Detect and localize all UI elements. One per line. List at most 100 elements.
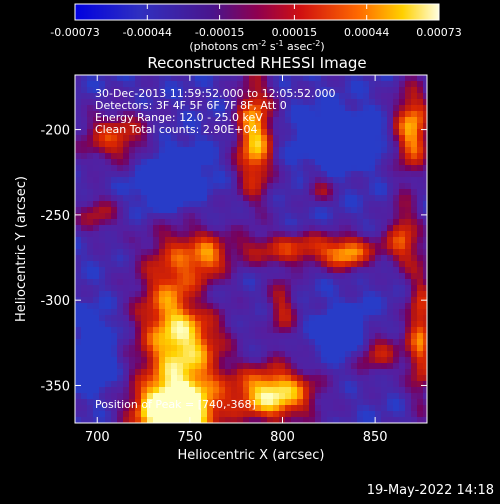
heatmap-cell bbox=[297, 165, 303, 171]
heatmap-cell bbox=[243, 339, 249, 345]
heatmap-cell bbox=[387, 231, 393, 237]
heatmap-cell bbox=[201, 315, 207, 321]
heatmap-cell bbox=[243, 309, 249, 315]
heatmap-cell bbox=[375, 195, 381, 201]
heatmap-cell bbox=[291, 333, 297, 339]
heatmap-cell bbox=[297, 129, 303, 135]
heatmap-cell bbox=[345, 285, 351, 291]
heatmap-cell bbox=[303, 231, 309, 237]
heatmap-cell bbox=[75, 135, 81, 141]
heatmap-cell bbox=[81, 387, 87, 393]
heatmap-cell bbox=[171, 87, 177, 93]
heatmap-cell bbox=[339, 273, 345, 279]
heatmap-cell bbox=[81, 369, 87, 375]
heatmap-cell bbox=[99, 315, 105, 321]
heatmap-cell bbox=[237, 213, 243, 219]
heatmap-cell bbox=[117, 111, 123, 117]
heatmap-cell bbox=[201, 171, 207, 177]
x-tick-label: 700 bbox=[85, 430, 110, 445]
heatmap-cell bbox=[423, 237, 427, 243]
heatmap-cell bbox=[135, 201, 141, 207]
heatmap-cell bbox=[333, 201, 339, 207]
heatmap-cell bbox=[333, 303, 339, 309]
heatmap-cell bbox=[135, 279, 141, 285]
heatmap-cell bbox=[285, 363, 291, 369]
heatmap-cell bbox=[279, 273, 285, 279]
heatmap-cell bbox=[237, 405, 243, 411]
heatmap-cell bbox=[183, 237, 189, 243]
heatmap-cell bbox=[291, 381, 297, 387]
heatmap-cell bbox=[117, 327, 123, 333]
heatmap-cell bbox=[309, 237, 315, 243]
heatmap-cell bbox=[399, 183, 405, 189]
heatmap-cell bbox=[393, 393, 399, 399]
heatmap-cell bbox=[171, 387, 177, 393]
heatmap-cell bbox=[117, 249, 123, 255]
annotation-block: 30-Dec-2013 11:59:52.000 to 12:05:52.000… bbox=[95, 87, 336, 411]
heatmap-cell bbox=[381, 351, 387, 357]
heatmap-cell bbox=[351, 279, 357, 285]
heatmap-cell bbox=[405, 309, 411, 315]
heatmap-cell bbox=[243, 105, 249, 111]
heatmap-cell bbox=[219, 321, 225, 327]
heatmap-cell bbox=[249, 345, 255, 351]
heatmap-cell bbox=[315, 75, 321, 81]
heatmap-cell bbox=[393, 309, 399, 315]
heatmap-cell bbox=[111, 297, 117, 303]
heatmap-cell bbox=[345, 345, 351, 351]
heatmap-cell bbox=[357, 237, 363, 243]
heatmap-cell bbox=[129, 81, 135, 87]
heatmap-cell bbox=[201, 141, 207, 147]
heatmap-cell bbox=[297, 381, 303, 387]
heatmap-cell bbox=[213, 339, 219, 345]
heatmap-cell bbox=[105, 141, 111, 147]
heatmap-cell bbox=[213, 237, 219, 243]
heatmap-cell bbox=[171, 75, 177, 81]
heatmap-cell bbox=[87, 243, 93, 249]
heatmap-cell bbox=[399, 87, 405, 93]
heatmap-cell bbox=[171, 285, 177, 291]
heatmap-cell bbox=[411, 231, 417, 237]
heatmap-cell bbox=[381, 339, 387, 345]
heatmap-cell bbox=[411, 249, 417, 255]
heatmap-cell bbox=[339, 129, 345, 135]
heatmap-cell bbox=[231, 243, 237, 249]
heatmap-cell bbox=[255, 87, 261, 93]
heatmap-cell bbox=[213, 309, 219, 315]
heatmap-cell bbox=[141, 87, 147, 93]
heatmap-cell bbox=[387, 153, 393, 159]
heatmap-cell bbox=[81, 345, 87, 351]
heatmap-cell bbox=[333, 381, 339, 387]
heatmap-cell bbox=[303, 339, 309, 345]
heatmap-cell bbox=[321, 165, 327, 171]
heatmap-cell bbox=[75, 381, 81, 387]
heatmap-cell bbox=[75, 255, 81, 261]
heatmap-cell bbox=[405, 369, 411, 375]
annotation-time-range: 30-Dec-2013 11:59:52.000 to 12:05:52.000 bbox=[95, 87, 336, 100]
heatmap-cell bbox=[279, 411, 285, 417]
heatmap-cell bbox=[225, 201, 231, 207]
heatmap-cell bbox=[135, 273, 141, 279]
heatmap-cell bbox=[369, 207, 375, 213]
heatmap-cell bbox=[375, 399, 381, 405]
heatmap-cell bbox=[213, 75, 219, 81]
heatmap-cell bbox=[387, 201, 393, 207]
heatmap-cell bbox=[285, 135, 291, 141]
heatmap-cell bbox=[81, 399, 87, 405]
heatmap-cell bbox=[189, 351, 195, 357]
heatmap-cell bbox=[189, 87, 195, 93]
heatmap-cell bbox=[357, 225, 363, 231]
heatmap-cell bbox=[159, 255, 165, 261]
heatmap-cell bbox=[87, 93, 93, 99]
heatmap-cell bbox=[243, 399, 249, 405]
heatmap-cell bbox=[387, 417, 393, 423]
heatmap-cell bbox=[417, 213, 423, 219]
heatmap-cell bbox=[273, 333, 279, 339]
heatmap-cell bbox=[357, 405, 363, 411]
heatmap-cell bbox=[141, 351, 147, 357]
heatmap-cell bbox=[93, 87, 99, 93]
heatmap-cell bbox=[111, 183, 117, 189]
heatmap-cell bbox=[363, 405, 369, 411]
heatmap-cell bbox=[249, 177, 255, 183]
heatmap-cell bbox=[201, 399, 207, 405]
